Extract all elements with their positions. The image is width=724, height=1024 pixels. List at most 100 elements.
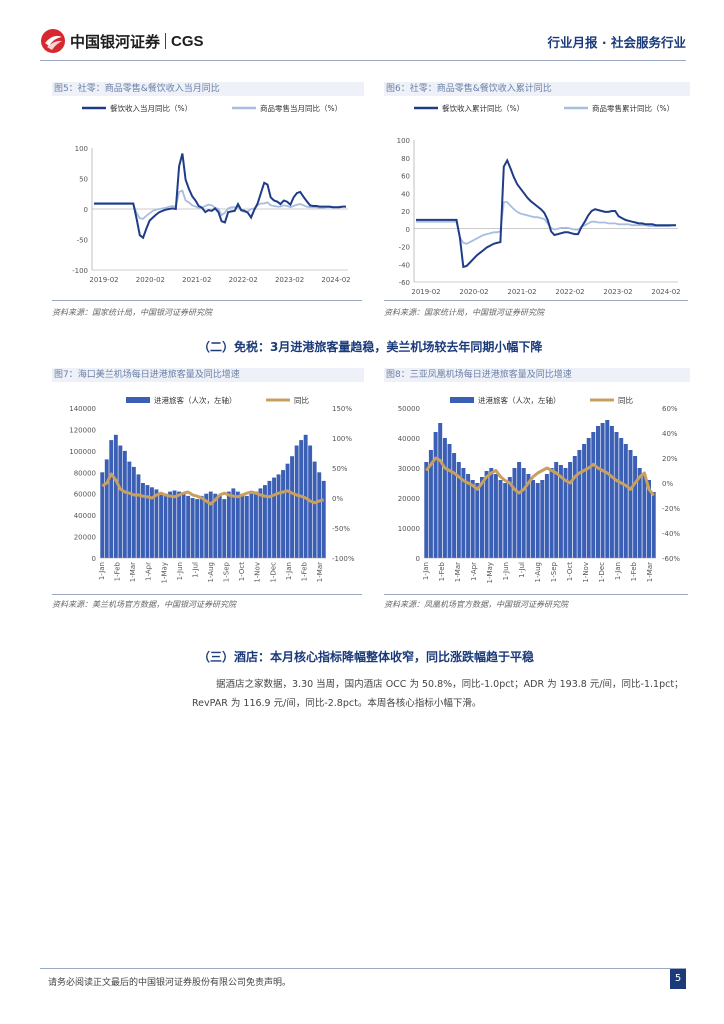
y-left-tick-label: 40000	[398, 435, 420, 443]
x-tick-label: 1-Sep	[550, 561, 558, 582]
x-tick-label: 1-Jan	[614, 562, 622, 580]
legend-label: 同比	[294, 395, 309, 405]
y-left-tick-label: 50000	[398, 405, 420, 413]
y-left-tick-label: 30000	[398, 465, 420, 473]
series-line-catering	[416, 158, 676, 269]
y-left-tick-label: 20000	[74, 534, 96, 542]
bar	[150, 487, 154, 558]
fig6-divider	[384, 300, 688, 301]
y-right-tick-label: -40%	[662, 530, 680, 538]
bar	[145, 485, 150, 558]
bar	[240, 493, 245, 558]
fig8-title: 图8：三亚凤凰机场每日进港旅客量及同比增速	[384, 368, 690, 382]
x-tick-label: 2021-02	[182, 276, 211, 284]
bar	[276, 474, 281, 558]
bar	[168, 491, 172, 558]
series-line-catering	[94, 153, 346, 240]
bar	[558, 465, 563, 558]
x-tick-label: 1-Dec	[598, 562, 606, 583]
footer-divider	[40, 968, 686, 969]
bar	[122, 450, 127, 558]
y-tick-label: -60	[399, 279, 410, 287]
bar	[549, 468, 554, 558]
bar	[258, 488, 263, 558]
x-tick-label: 1-Jul	[191, 562, 199, 578]
bar	[531, 480, 535, 558]
x-tick-label: 1-Jul	[518, 562, 526, 578]
bar	[447, 444, 452, 558]
y-tick-label: -40	[399, 261, 410, 269]
bar	[596, 426, 600, 558]
bar	[633, 456, 638, 558]
fig7-title: 图7：海口美兰机场每日进港旅客量及同比增速	[52, 368, 364, 382]
bar	[131, 466, 136, 558]
fig8-chart: 进港旅客（人次，左轴） 同比 50000 40000 30000 20000 10000 0 6…	[398, 395, 681, 583]
y-right-tick-label: 40%	[662, 430, 678, 438]
x-tick-label: 1-Aug	[534, 562, 542, 583]
y-left-tick-label: 0	[92, 555, 96, 563]
bar	[647, 480, 651, 558]
header-divider	[40, 60, 686, 61]
fig5-divider	[52, 300, 362, 301]
x-tick-label: 2019-02	[411, 288, 440, 296]
bar	[503, 483, 508, 558]
x-tick-label: 1-Feb	[438, 561, 446, 581]
x-tick-label: 1-Feb	[114, 561, 122, 581]
x-tick-label: 1-Nov	[254, 562, 262, 583]
x-tick-label: 1-Jan	[285, 562, 293, 580]
bar	[428, 450, 433, 558]
x-tick-label: 1-Oct	[566, 562, 574, 582]
logo-separator	[165, 33, 167, 49]
fig6-source: 资料来源：国家统计局，中国银河证券研究院	[384, 308, 544, 317]
x-tick-label: 1-May	[486, 562, 494, 583]
bar	[141, 483, 145, 558]
fig5-chart: 餐饮收入当月同比（%） 商品零售当月同比（%） 100 50 0 -50 -1002019-…	[72, 103, 351, 284]
bar	[186, 495, 191, 558]
bar	[544, 474, 549, 558]
bar	[586, 438, 591, 558]
bar	[521, 468, 526, 558]
x-tick-label: 1-Dec	[269, 562, 277, 583]
yoy-line	[101, 472, 325, 506]
bar	[100, 472, 105, 558]
bar	[222, 499, 227, 558]
bar	[199, 495, 204, 558]
bar	[136, 474, 141, 558]
x-tick-label: 2019-02	[89, 276, 118, 284]
bar	[628, 450, 633, 558]
x-tick-label: 1-Sep	[223, 561, 231, 582]
bar	[267, 480, 272, 558]
bar	[442, 438, 447, 558]
x-tick-label: 2022-02	[555, 288, 584, 296]
bar	[517, 462, 522, 558]
bar	[226, 491, 231, 558]
yoy-line	[425, 456, 655, 497]
x-tick-label: 1-Feb	[300, 561, 308, 581]
x-tick-label: 1-Jan	[98, 562, 106, 580]
bar	[181, 493, 186, 558]
bar	[195, 499, 200, 558]
bar	[263, 485, 267, 558]
y-right-tick-label: -100%	[332, 555, 355, 563]
fig7-chart: 进港旅客（人次，左轴） 同比 140000 120000 100000 80000 6000…	[69, 395, 355, 583]
bar	[321, 480, 326, 558]
bar	[290, 456, 294, 558]
bar	[244, 495, 249, 558]
y-left-tick-label: 0	[416, 555, 420, 563]
bar	[433, 432, 438, 558]
legend-label: 商品零售当月同比（%）	[260, 103, 342, 113]
fig5-source: 资料来源：国家统计局，中国银河证券研究院	[52, 308, 212, 317]
legend-label: 同比	[618, 395, 633, 405]
bar	[213, 493, 218, 558]
bar	[172, 490, 177, 558]
x-tick-label: 2021-02	[507, 288, 536, 296]
y-tick-label: 100	[75, 145, 88, 153]
bar	[177, 491, 181, 558]
bar	[317, 472, 322, 558]
x-tick-label: 2022-02	[229, 276, 258, 284]
y-tick-label: -100	[72, 267, 88, 275]
bar	[535, 483, 540, 558]
x-tick-label: 1-Nov	[582, 562, 590, 583]
y-tick-label: 50	[79, 176, 88, 184]
bar	[163, 493, 168, 558]
